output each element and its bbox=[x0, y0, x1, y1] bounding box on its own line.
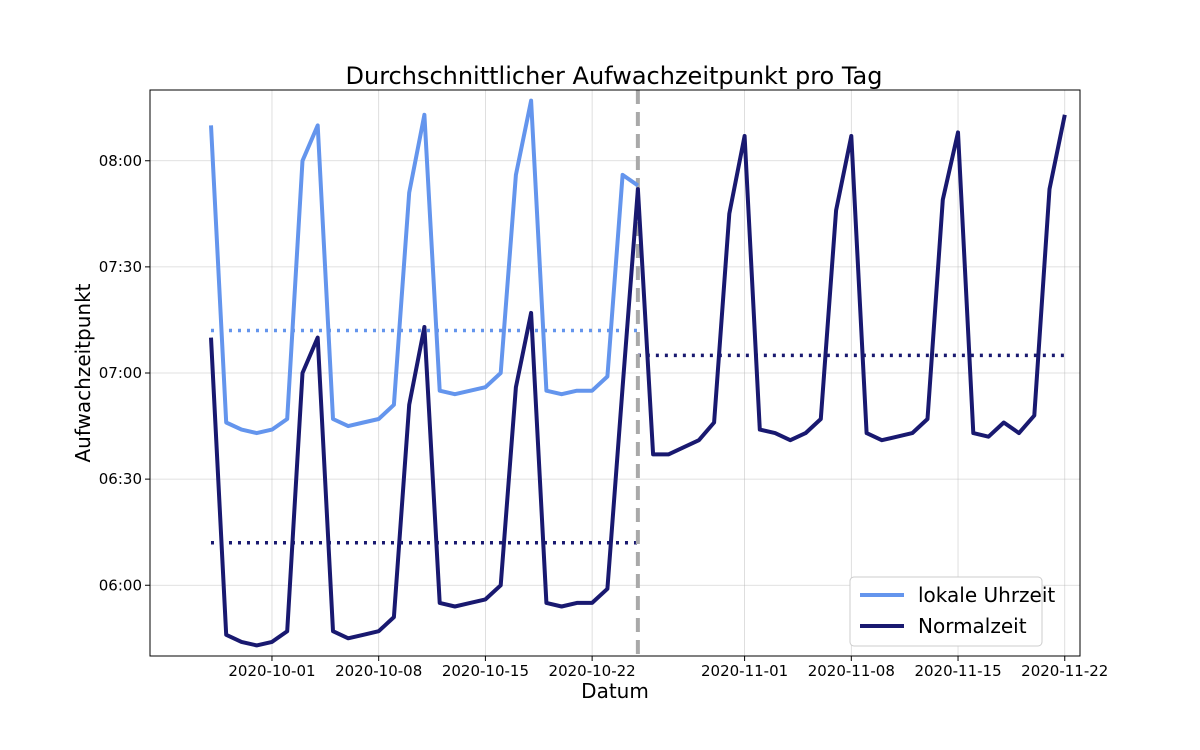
x-axis-ticks: 2020-10-01 2020-10-08 2020-10-15 2020-10-22… bbox=[228, 656, 1108, 680]
legend-label-lokale-uhrzeit: lokale Uhrzeit bbox=[918, 583, 1055, 607]
x-tick-label: 2020-11-08 bbox=[808, 662, 895, 680]
y-tick-label: 06:30 bbox=[99, 470, 142, 488]
x-tick-label: 2020-10-01 bbox=[228, 662, 315, 680]
x-tick-label: 2020-11-01 bbox=[701, 662, 788, 680]
y-tick-label: 08:00 bbox=[99, 152, 142, 170]
series-line-0 bbox=[209, 98, 640, 436]
y-axis-ticks: 06:00 06:30 07:00 07:30 08:00 bbox=[99, 152, 150, 594]
y-tick-label: 06:00 bbox=[99, 576, 142, 594]
x-tick-label: 2020-10-22 bbox=[549, 662, 636, 680]
x-tick-label: 2020-10-15 bbox=[442, 662, 529, 680]
y-axis-label: Aufwachzeitpunkt bbox=[71, 283, 95, 462]
series-line-1 bbox=[209, 114, 1067, 648]
y-tick-label: 07:00 bbox=[99, 364, 142, 382]
series-lines bbox=[209, 98, 1067, 648]
x-tick-label: 2020-10-08 bbox=[335, 662, 422, 680]
legend-label-normalzeit: Normalzeit bbox=[918, 614, 1027, 638]
x-tick-label: 2020-11-15 bbox=[914, 662, 1001, 680]
legend: lokale Uhrzeit Normalzeit bbox=[849, 576, 1055, 647]
y-tick-label: 07:30 bbox=[99, 258, 142, 276]
x-axis-label: Datum bbox=[581, 679, 649, 703]
chart-title: Durchschnittlicher Aufwachzeitpunkt pro … bbox=[346, 62, 883, 90]
x-tick-label: 2020-11-22 bbox=[1021, 662, 1108, 680]
